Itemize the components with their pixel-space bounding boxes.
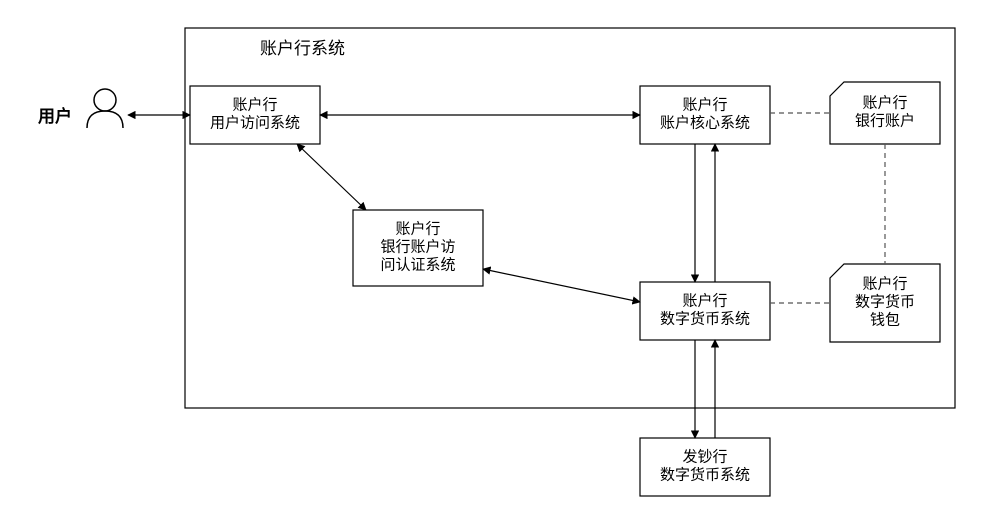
node-bank_account: 账户行银行账户 [830,82,940,144]
user-label: 用户 [38,106,72,126]
node-auth-line2: 银行账户访 [380,238,455,255]
node-wallet: 账户行数字货币钱包 [830,264,940,342]
node-issuer: 发钞行数字货币系统 [640,438,770,496]
node-wallet-line1: 账户行 [862,275,907,292]
node-access-line2: 用户访问系统 [210,114,300,131]
container-box [185,28,955,408]
node-core-line2: 账户核心系统 [660,114,750,131]
node-wallet-line2: 数字货币 [855,293,915,310]
node-dc: 账户行数字货币系统 [640,282,770,340]
node-auth-line3: 问认证系统 [380,256,455,273]
node-core: 账户行账户核心系统 [640,86,770,144]
diagram-canvas: 账户行系统 用户 账户行用户访问系统账户行账户核心系统账户行银行账户账户行银行账… [0,0,1000,519]
node-core-line1: 账户行 [682,96,727,113]
node-access: 账户行用户访问系统 [190,86,320,144]
node-wallet-line3: 钱包 [870,311,900,328]
node-bank_account-line1: 账户行 [862,94,907,111]
node-dc-line2: 数字货币系统 [660,310,750,327]
user-icon [87,89,123,128]
node-access-line1: 账户行 [232,96,277,113]
node-issuer-line2: 数字货币系统 [660,466,750,483]
node-auth-line1: 账户行 [395,220,440,237]
node-bank_account-line2: 银行账户 [855,112,915,129]
node-auth: 账户行银行账户访问认证系统 [353,210,483,286]
node-dc-line1: 账户行 [682,292,727,309]
node-issuer-line1: 发钞行 [682,448,727,465]
container-title: 账户行系统 [260,39,345,58]
